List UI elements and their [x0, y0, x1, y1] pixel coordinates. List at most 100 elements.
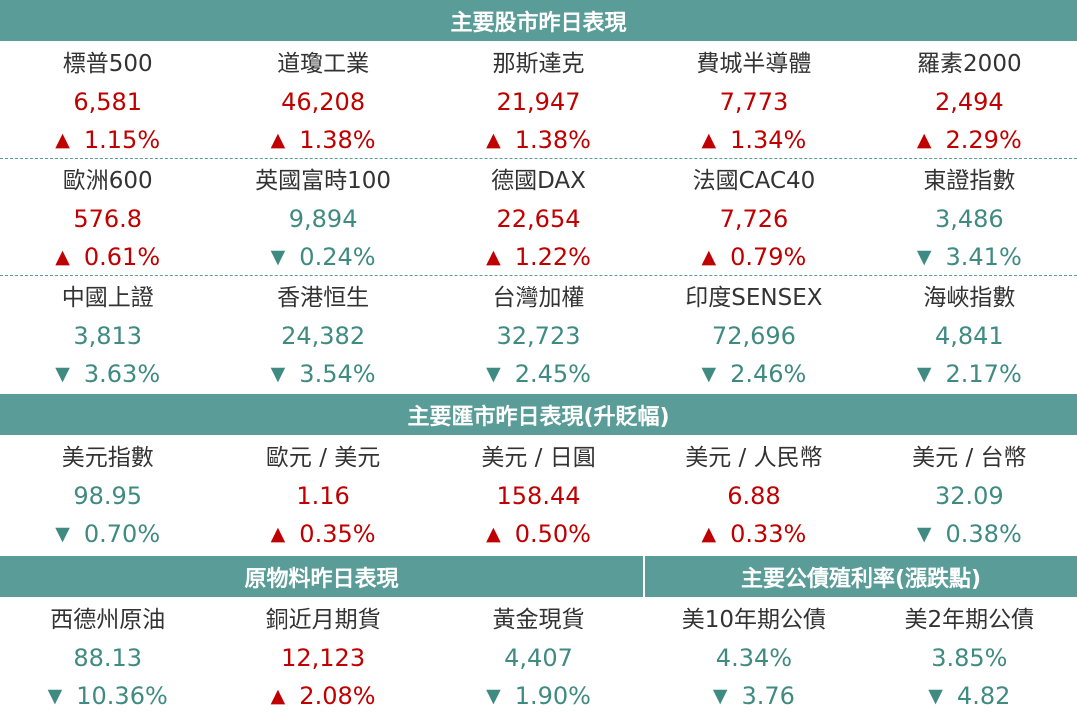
triangle-down-icon: ▼ — [701, 363, 717, 385]
market-cell: 美10年期公債 4.34% ▼ 3.76 — [646, 597, 861, 714]
instrument-value: 576.8 — [73, 205, 143, 233]
change-value: 3.63% — [83, 360, 161, 388]
instrument-name: 羅素2000 — [917, 51, 1022, 77]
instrument-value: 12,123 — [281, 644, 366, 672]
instrument-value: 4.34% — [715, 644, 793, 672]
instrument-change: ▼ 1.90% — [486, 679, 591, 713]
instrument-change: ▼ 2.46% — [701, 357, 806, 391]
fx-section-title: 主要匯市昨日表現(升貶幅) — [407, 404, 670, 430]
instrument-name: 美元 / 台幣 — [912, 445, 1027, 471]
instrument-change: ▲ 1.34% — [701, 123, 806, 157]
instrument-change: ▼ 0.70% — [55, 517, 160, 551]
instrument-change: ▼ 0.24% — [271, 240, 376, 274]
instrument-name: 香港恒生 — [277, 285, 370, 311]
stocks-row-3: 中國上證 3,813 ▼ 3.63% 香港恒生 24,382 ▼ 3.54% 台灣加權 32,72… — [0, 275, 1077, 392]
triangle-down-icon: ▼ — [270, 363, 286, 385]
market-cell: 東證指數 3,486 ▼ 3.41% — [862, 158, 1077, 275]
instrument-name: 歐元 / 美元 — [265, 445, 381, 471]
change-value: 1.15% — [83, 126, 161, 154]
instrument-name: 東證指數 — [923, 168, 1016, 194]
instrument-change: ▲ 2.29% — [917, 123, 1022, 157]
change-value: 0.33% — [730, 520, 807, 548]
triangle-up-icon: ▲ — [270, 685, 286, 707]
instrument-name: 美2年期公債 — [904, 607, 1035, 633]
change-value: 2.17% — [945, 360, 1022, 388]
change-value: 1.34% — [730, 126, 807, 154]
instrument-change: ▲ 1.38% — [271, 123, 376, 157]
triangle-up-icon: ▲ — [55, 246, 70, 268]
market-cell: 海峽指數 4,841 ▼ 2.17% — [862, 275, 1077, 392]
instrument-name: 海峽指數 — [923, 285, 1016, 311]
instrument-name: 美10年期公債 — [681, 607, 827, 633]
change-value: 0.24% — [299, 243, 376, 271]
stocks-section-header: 主要股市昨日表現 — [0, 0, 1077, 41]
instrument-name: 台灣加權 — [492, 285, 585, 311]
row-divider — [0, 158, 1077, 159]
instrument-name: 中國上證 — [61, 285, 154, 311]
instrument-value: 9,894 — [288, 205, 358, 233]
triangle-up-icon: ▲ — [270, 523, 286, 545]
change-value: 2.08% — [299, 682, 376, 710]
instrument-name: 銅近月期貨 — [265, 607, 381, 633]
triangle-up-icon: ▲ — [486, 129, 501, 151]
change-value: 3.54% — [299, 360, 376, 388]
instrument-value: 72,696 — [711, 322, 796, 350]
instrument-change: ▲ 0.50% — [486, 517, 591, 551]
instrument-change: ▼ 3.63% — [55, 357, 160, 391]
instrument-value: 24,382 — [281, 322, 366, 350]
instrument-change: ▼ 4.82 — [928, 679, 1010, 713]
market-cell: 中國上證 3,813 ▼ 3.63% — [0, 275, 215, 392]
instrument-change: ▼ 10.36% — [48, 679, 168, 713]
commodities-section-header: 原物料昨日表現 — [0, 556, 645, 597]
triangle-up-icon: ▲ — [701, 246, 717, 268]
change-value: 1.38% — [514, 126, 591, 154]
market-cell: 美2年期公債 3.85% ▼ 4.82 — [862, 597, 1077, 714]
instrument-value: 4,407 — [504, 644, 573, 672]
triangle-down-icon: ▼ — [270, 246, 286, 268]
commodities-bonds-row: 西德州原油 88.13 ▼ 10.36% 銅近月期貨 12,123 ▲ 2.08% 黃金現貨 4,… — [0, 597, 1077, 714]
triangle-up-icon: ▲ — [270, 129, 286, 151]
bonds-section-title: 主要公債殖利率(漲跌點) — [740, 566, 982, 592]
market-cell: 台灣加權 32,723 ▼ 2.45% — [431, 275, 646, 392]
instrument-value: 32.09 — [934, 482, 1004, 510]
instrument-value: 3,813 — [73, 322, 143, 350]
triangle-down-icon: ▼ — [928, 685, 943, 707]
change-value: 2.29% — [945, 126, 1022, 154]
triangle-down-icon: ▼ — [486, 363, 501, 385]
instrument-change: ▲ 1.38% — [486, 123, 591, 157]
instrument-change: ▼ 3.41% — [917, 240, 1022, 274]
triangle-down-icon: ▼ — [712, 685, 728, 707]
market-cell: 美元 / 日圓 158.44 ▲ 0.50% — [431, 435, 646, 552]
market-cell: 歐元 / 美元 1.16 ▲ 0.35% — [215, 435, 430, 552]
instrument-name: 標普500 — [62, 51, 153, 77]
instrument-name: 美元 / 日圓 — [481, 445, 596, 471]
instrument-name: 那斯達克 — [492, 51, 585, 77]
instrument-change: ▲ 0.33% — [701, 517, 806, 551]
triangle-up-icon: ▲ — [701, 523, 717, 545]
triangle-down-icon: ▼ — [916, 363, 932, 385]
instrument-value: 6.88 — [727, 482, 781, 510]
instrument-name: 法國CAC40 — [692, 168, 816, 194]
market-cell: 印度SENSEX 72,696 ▼ 2.46% — [646, 275, 861, 392]
instrument-name: 美元指數 — [61, 445, 154, 471]
market-cell: 道瓊工業 46,208 ▲ 1.38% — [215, 41, 430, 158]
instrument-name: 西德州原油 — [50, 607, 166, 633]
instrument-change: ▼ 0.38% — [917, 517, 1022, 551]
market-cell: 羅素2000 2,494 ▲ 2.29% — [862, 41, 1077, 158]
instrument-value: 88.13 — [73, 644, 143, 672]
instrument-value: 3,486 — [934, 205, 1004, 233]
instrument-value: 22,654 — [496, 205, 581, 233]
fx-section-header: 主要匯市昨日表現(升貶幅) — [0, 394, 1077, 435]
change-value: 10.36% — [76, 682, 168, 710]
triangle-down-icon: ▼ — [916, 523, 932, 545]
change-value: 1.90% — [514, 682, 591, 710]
instrument-value: 1.16 — [296, 482, 350, 510]
instrument-name: 印度SENSEX — [685, 285, 823, 311]
triangle-down-icon: ▼ — [916, 246, 932, 268]
commodities-section-title: 原物料昨日表現 — [244, 566, 399, 592]
instrument-value: 2,494 — [934, 88, 1004, 116]
market-cell: 歐洲600 576.8 ▲ 0.61% — [0, 158, 215, 275]
change-value: 0.70% — [83, 520, 161, 548]
market-cell: 法國CAC40 7,726 ▲ 0.79% — [646, 158, 861, 275]
triangle-up-icon: ▲ — [486, 523, 501, 545]
